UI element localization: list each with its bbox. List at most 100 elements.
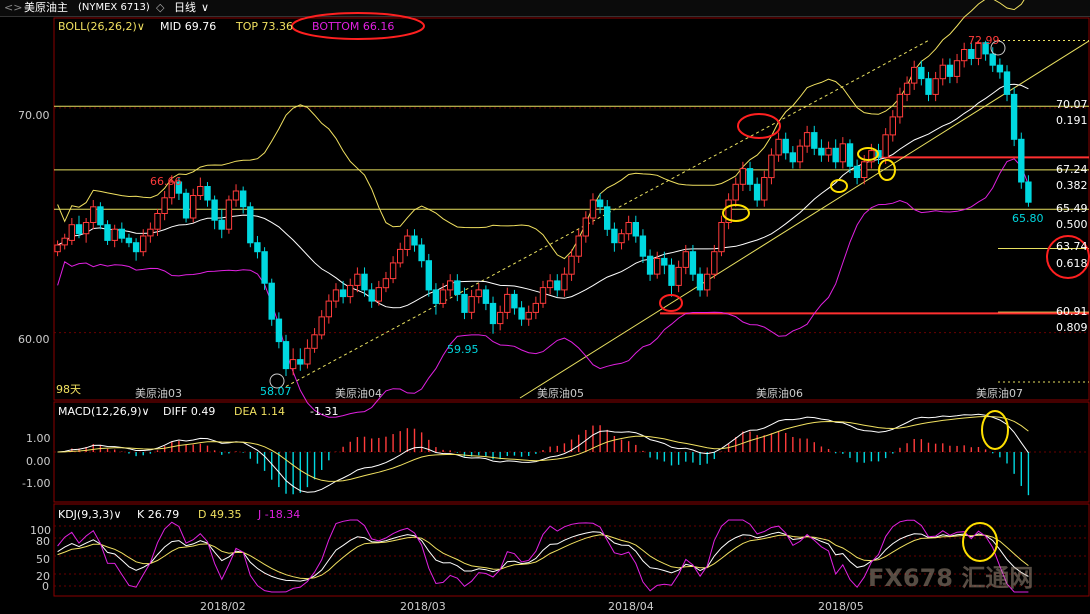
candle-body bbox=[968, 49, 975, 59]
candle-body bbox=[204, 186, 211, 201]
candle-body bbox=[418, 244, 425, 262]
symbol-dropdown-icon[interactable]: ◇ bbox=[156, 1, 165, 14]
pullback-highlight-ellipse bbox=[857, 147, 879, 161]
macd-indicator-name[interactable]: MACD(12,26,9)∨ bbox=[58, 405, 150, 418]
candle-body bbox=[882, 134, 889, 158]
kdj-j: J -18.34 bbox=[258, 508, 301, 521]
kdj-indicator-name[interactable]: KDJ(9,3,3)∨ bbox=[58, 508, 122, 521]
candle-body bbox=[61, 237, 68, 246]
candle-body bbox=[54, 244, 61, 253]
candle-body bbox=[718, 222, 725, 253]
macd-dea: DEA 1.14 bbox=[234, 405, 285, 418]
candle-body bbox=[97, 206, 104, 226]
candle-body bbox=[1018, 138, 1025, 183]
candle-body bbox=[561, 273, 568, 291]
candle-body bbox=[447, 280, 454, 291]
candle-body bbox=[232, 190, 240, 201]
exchange-code: (NYMEX 6713) bbox=[78, 2, 150, 13]
candle-body bbox=[689, 251, 697, 275]
candle-body bbox=[946, 64, 954, 77]
candle-body bbox=[704, 273, 711, 291]
candle-body bbox=[839, 143, 846, 163]
low-marker-circle bbox=[269, 373, 285, 389]
date-tick: 2018/04 bbox=[608, 600, 654, 613]
fib-price: 63.74 bbox=[1056, 240, 1088, 253]
candle-body bbox=[282, 341, 290, 370]
candle-body bbox=[803, 132, 811, 147]
candle-body bbox=[411, 235, 418, 246]
kdj-tick: 80 bbox=[36, 535, 50, 548]
candle-body bbox=[68, 224, 75, 241]
candle-body bbox=[575, 235, 582, 257]
fib-price: 70.07 bbox=[1056, 98, 1088, 111]
candle-body bbox=[789, 152, 796, 163]
title-bar: <> 美原油主 (NYMEX 6713) ◇ 日线 ∨ bbox=[0, 0, 1090, 17]
candle-body bbox=[632, 222, 639, 237]
candle-body bbox=[432, 289, 440, 304]
candle-body bbox=[339, 289, 347, 298]
candle-body bbox=[368, 289, 375, 302]
candle-body bbox=[275, 318, 283, 343]
candle-body bbox=[961, 49, 968, 62]
candle-body bbox=[90, 206, 97, 224]
candle-body bbox=[1010, 93, 1018, 140]
candle-body bbox=[568, 255, 575, 275]
candle-body bbox=[604, 206, 611, 230]
days-label: 98天 bbox=[56, 383, 81, 396]
candle-body bbox=[82, 222, 90, 235]
kdj-tick: 50 bbox=[36, 553, 50, 566]
price-tick-70: 70.00 bbox=[18, 109, 50, 122]
candle-body bbox=[289, 359, 297, 370]
candle-body bbox=[625, 222, 632, 235]
resistance-highlight-ellipse bbox=[737, 113, 781, 139]
fib-price: 67.24 bbox=[1056, 163, 1088, 176]
candle-body bbox=[454, 280, 461, 295]
candle-body bbox=[732, 183, 739, 201]
candle-body bbox=[161, 197, 168, 215]
low-label-march: 58.07 bbox=[260, 385, 292, 398]
candle-body bbox=[511, 293, 518, 309]
candle-body bbox=[261, 251, 268, 284]
kdj-tick: 0 bbox=[42, 580, 49, 593]
candle-body bbox=[939, 64, 946, 80]
candle-body bbox=[739, 168, 747, 185]
high-label-july: 72.99 bbox=[968, 34, 1000, 47]
boll-indicator-name[interactable]: BOLL(26,26,2)∨ bbox=[58, 20, 145, 33]
fib-ratio: 0.382 bbox=[1056, 179, 1088, 192]
trend-line-support bbox=[519, 40, 1090, 399]
candle-body bbox=[375, 287, 383, 302]
candle-body bbox=[903, 82, 911, 95]
candle-body bbox=[753, 183, 761, 201]
candle-body bbox=[611, 228, 618, 244]
contract-label: 美原油07 bbox=[976, 387, 1023, 400]
candle-body bbox=[247, 206, 254, 244]
macd-cross-highlight-ellipse bbox=[981, 410, 1009, 450]
macd-tick: 0.00 bbox=[26, 455, 51, 468]
kdj-k-line bbox=[57, 531, 1029, 582]
candle-body bbox=[596, 199, 604, 208]
candle-body bbox=[75, 224, 83, 235]
contract-label: 美原油06 bbox=[756, 387, 803, 400]
period-select[interactable]: 日线 bbox=[174, 1, 196, 14]
candle-body bbox=[953, 60, 961, 77]
nav-arrows-icon[interactable]: <> bbox=[4, 1, 23, 14]
candle-body bbox=[746, 168, 754, 185]
trend-line-dashed bbox=[285, 40, 929, 387]
watermark-logo: FX678 汇通网 bbox=[868, 564, 1034, 592]
chevron-down-icon[interactable]: ∨ bbox=[201, 1, 210, 14]
candle-body bbox=[654, 257, 661, 275]
candle-body bbox=[318, 316, 325, 336]
candle-body bbox=[782, 138, 789, 154]
kdj-d: D 49.35 bbox=[198, 508, 242, 521]
candle-body bbox=[846, 143, 854, 167]
candle-body bbox=[482, 289, 490, 304]
candle-body bbox=[325, 300, 333, 318]
candle-body bbox=[489, 302, 497, 325]
candle-body bbox=[297, 359, 304, 365]
candle-body bbox=[332, 289, 340, 302]
candle-body bbox=[182, 192, 190, 219]
macd-value: -1.31 bbox=[310, 405, 339, 418]
candle-body bbox=[861, 161, 868, 179]
candle-body bbox=[125, 237, 133, 244]
